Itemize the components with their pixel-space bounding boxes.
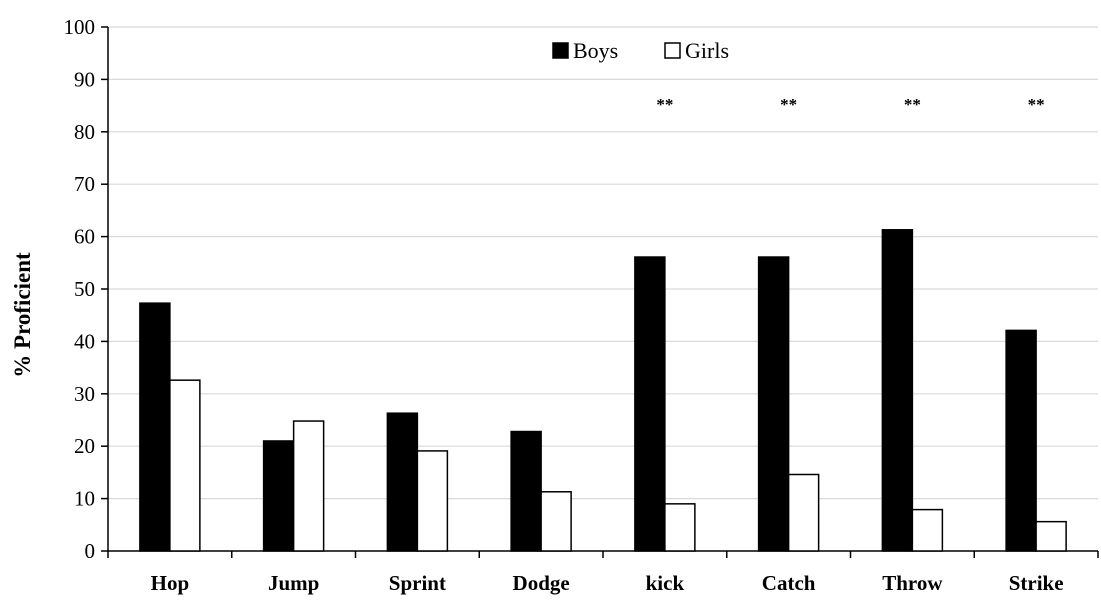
- bar-boys-jump: [262, 440, 295, 552]
- y-tick-label: 20: [74, 434, 95, 458]
- y-tick-label: 60: [74, 225, 95, 249]
- legend-label-girls: Girls: [685, 38, 729, 63]
- x-tick-label: Strike: [1009, 571, 1064, 595]
- bar-boys-kick: [634, 256, 666, 552]
- axes: [101, 26, 1099, 558]
- bar-boys-sprint: [386, 412, 419, 552]
- significance-annotation: **: [904, 95, 921, 114]
- gridlines: [108, 26, 1098, 500]
- labels: 0 10 20 30 40 50 60 70 80 90 100 Hop Jump Sprint Dodge…: [64, 15, 1064, 595]
- x-tick-label: Hop: [151, 571, 190, 595]
- y-tick-label: 90: [74, 67, 95, 91]
- bar-girls-hop: [169, 379, 201, 552]
- significance-annotation: **: [656, 95, 673, 114]
- y-tick-label: 50: [74, 277, 95, 301]
- x-tick-label: Jump: [268, 571, 319, 595]
- x-tick-label: Sprint: [389, 571, 446, 595]
- y-tick-label: 30: [74, 382, 95, 406]
- bar-girls-throw: [911, 508, 944, 552]
- y-tick-label: 100: [64, 15, 96, 39]
- y-axis-title: % Proficient: [10, 252, 35, 378]
- bar-girls-kick: [664, 503, 696, 552]
- y-tick-label: 80: [74, 120, 95, 144]
- legend-swatch-boys: [552, 42, 569, 59]
- bar-girls-catch: [787, 473, 820, 552]
- bar-boys-catch: [757, 256, 790, 552]
- bar-girls-strike: [1035, 520, 1067, 552]
- legend-swatch-girls: [664, 42, 681, 59]
- legend-label-boys: Boys: [573, 38, 618, 63]
- bar-boys-dodge: [510, 430, 542, 552]
- bar-boys-hop: [139, 302, 171, 552]
- y-tick-label: 70: [74, 172, 95, 196]
- significance-annotation: **: [1028, 95, 1045, 114]
- y-tick-label: 40: [74, 329, 95, 353]
- bars: [139, 229, 1067, 552]
- legend: Boys Girls: [552, 38, 729, 63]
- bar-boys-throw: [881, 229, 914, 552]
- bar-girls-sprint: [416, 450, 449, 552]
- y-tick-label: 0: [85, 539, 96, 563]
- significance-annotation: **: [780, 95, 797, 114]
- x-tick-label: Throw: [882, 571, 943, 595]
- y-tick-label: 10: [74, 487, 95, 511]
- x-tick-label: Dodge: [513, 571, 570, 595]
- bar-boys-strike: [1005, 329, 1037, 552]
- bar-girls-jump: [292, 420, 325, 552]
- x-tick-label: Catch: [762, 571, 816, 595]
- bar-girls-dodge: [540, 491, 572, 552]
- x-tick-label: kick: [646, 571, 685, 595]
